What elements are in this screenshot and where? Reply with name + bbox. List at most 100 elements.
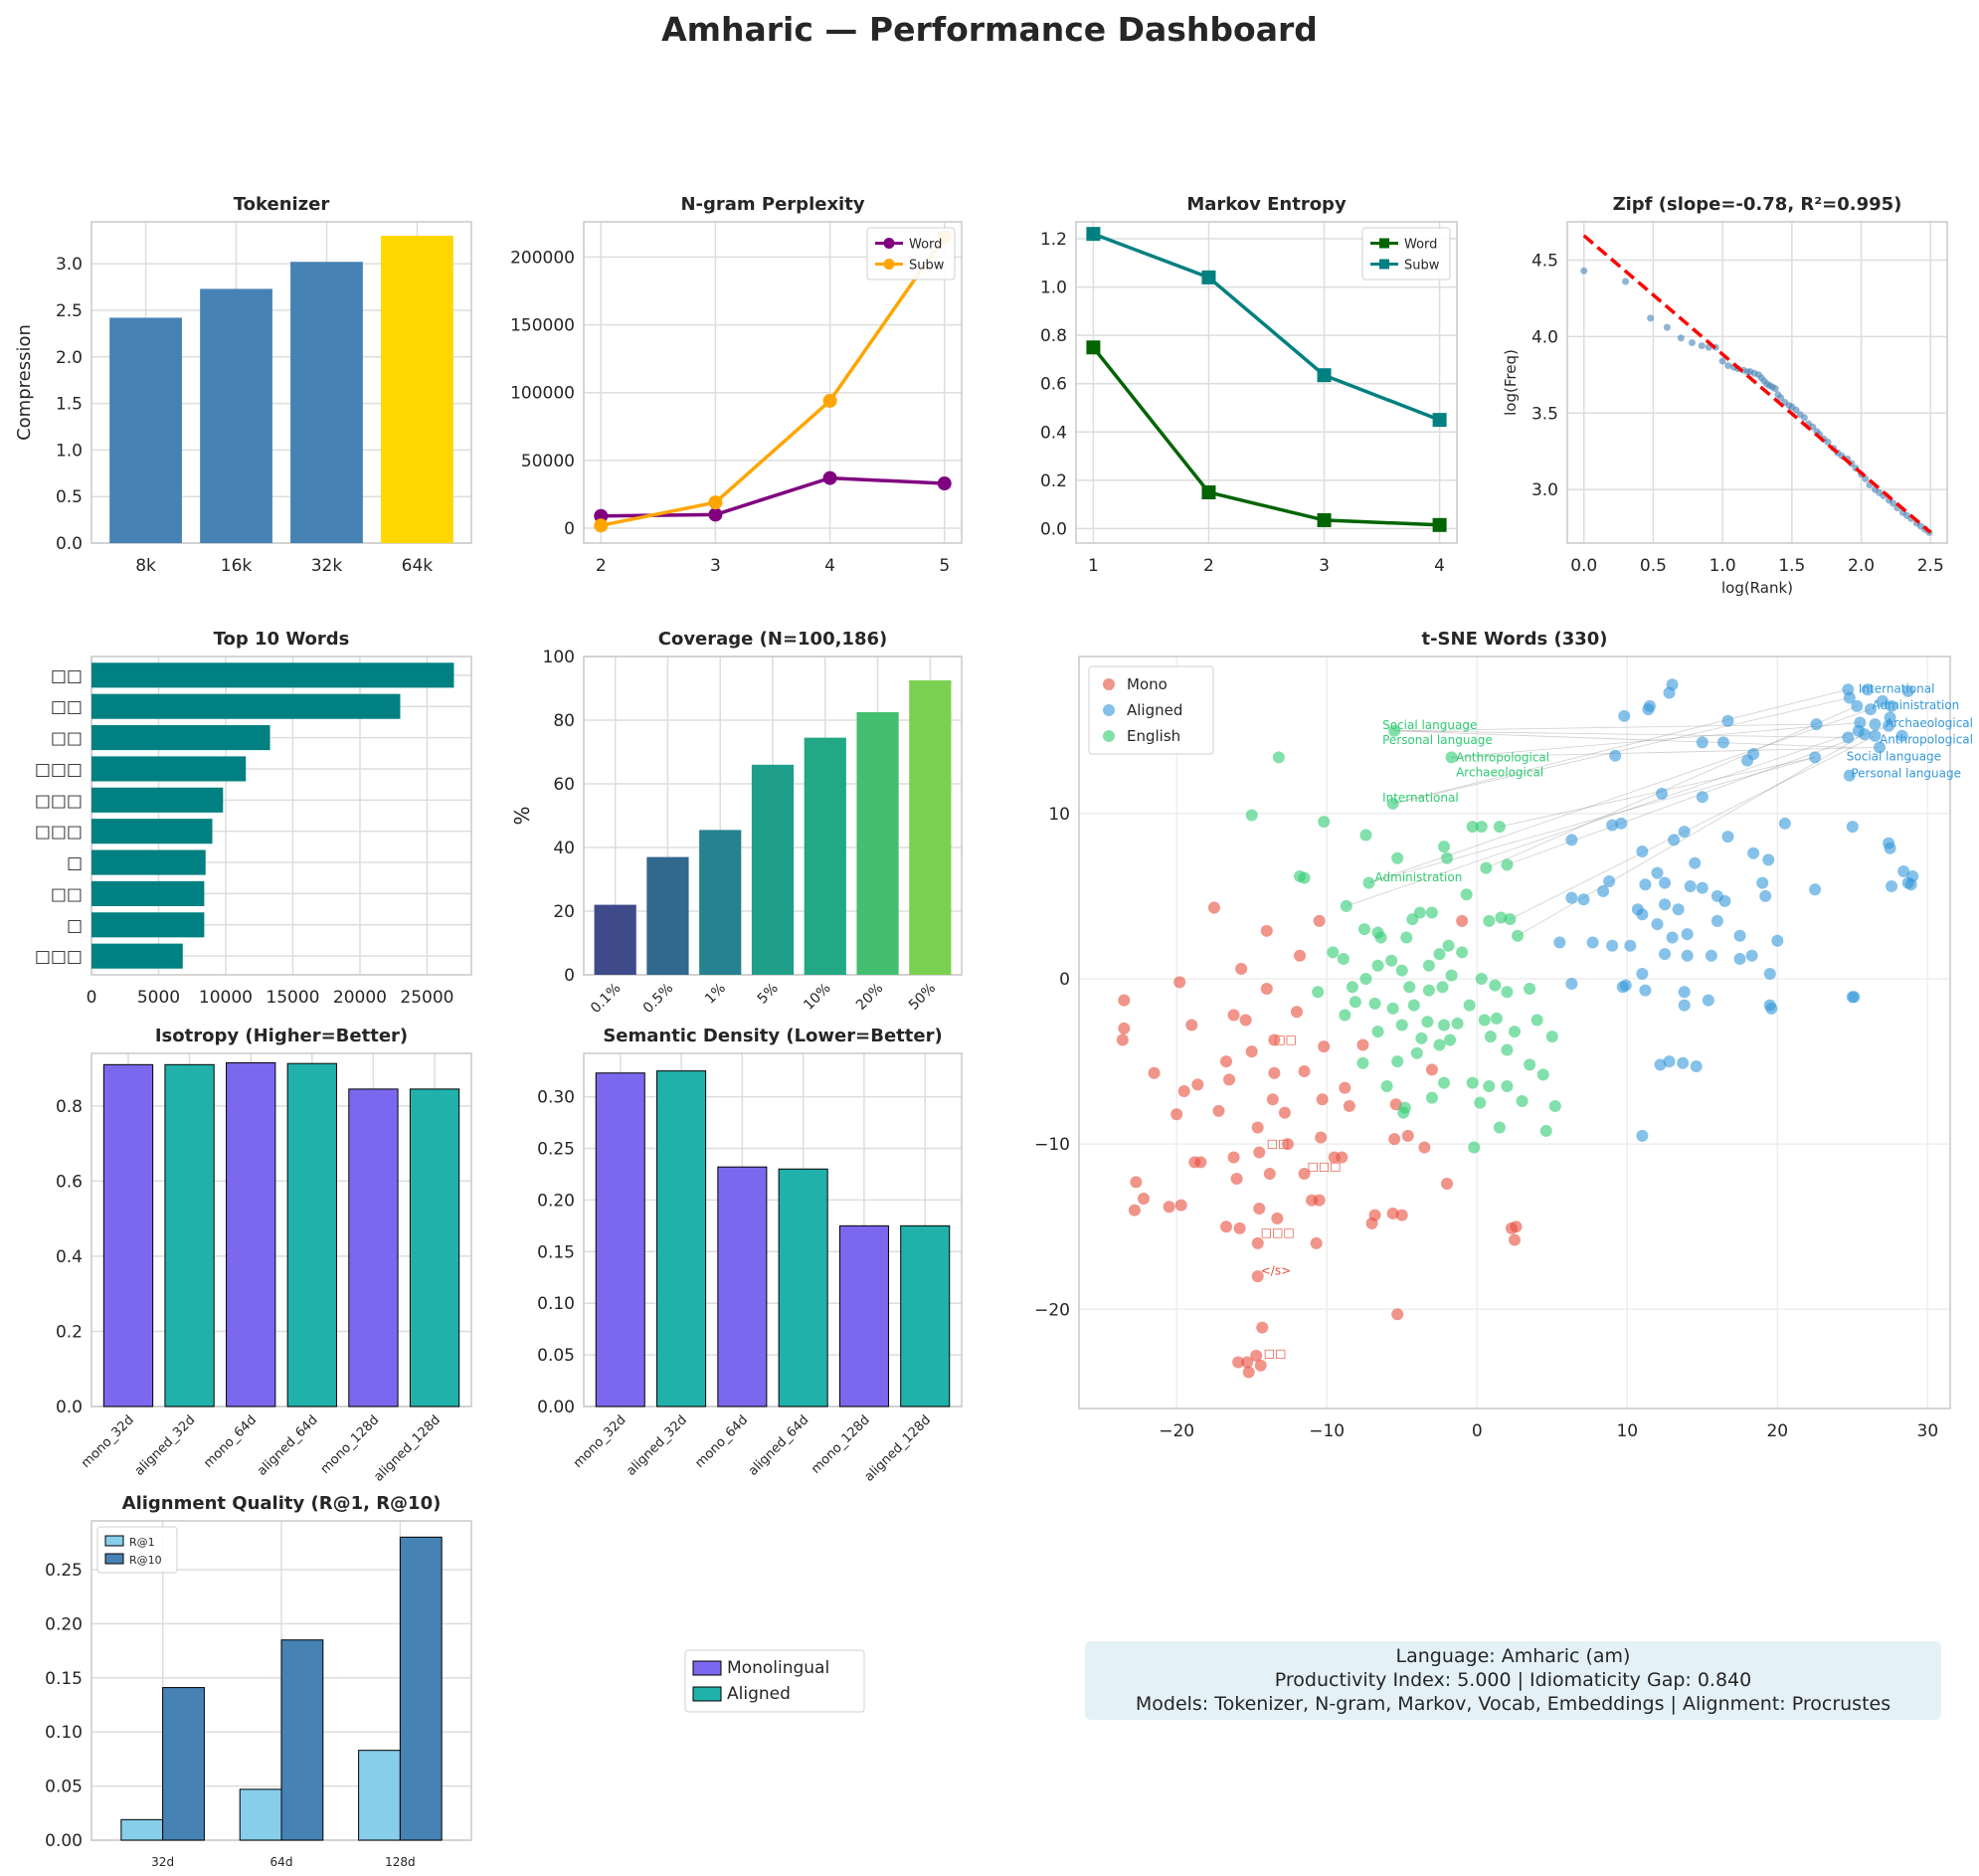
y-tick-label: 80 — [553, 711, 575, 731]
y-tick-label: 50000 — [521, 452, 575, 471]
chart-ngram: 2 3 4 5 0 50000 100000 150000 200000 N-gram Perpl… — [510, 194, 963, 576]
data-point — [1445, 969, 1458, 982]
data-point — [1445, 751, 1458, 764]
x-tick-label: mono_32d — [79, 1412, 137, 1471]
y-tick-label: −20 — [1034, 1300, 1070, 1320]
bar-32k — [290, 262, 363, 543]
data-point — [1874, 741, 1887, 754]
data-point — [1493, 821, 1506, 834]
data-point — [1681, 928, 1694, 941]
x-tick-label: 10 — [1616, 1421, 1638, 1441]
y-tick-label: 10 — [1048, 805, 1070, 825]
data-point — [1696, 881, 1709, 894]
data-point — [1741, 754, 1754, 767]
data-point — [1357, 923, 1370, 936]
data-point — [1359, 829, 1372, 842]
series-line — [1092, 232, 1441, 422]
data-point — [1536, 1068, 1549, 1081]
bar-word-7 — [91, 849, 206, 875]
data-point — [1254, 1359, 1267, 1372]
data-point — [1356, 1056, 1369, 1069]
point-label: □□ — [1264, 1346, 1287, 1360]
legend-label: Mono — [1127, 675, 1168, 693]
data-point — [1374, 931, 1387, 944]
data-point — [1371, 1026, 1384, 1038]
legend-item-subw: Subw — [1370, 259, 1440, 274]
data-point — [1317, 368, 1332, 383]
data-point — [1618, 709, 1631, 722]
data-point — [1298, 1168, 1311, 1181]
legend-label: English — [1127, 727, 1180, 745]
data-point — [1597, 884, 1610, 897]
data-point — [1474, 1096, 1487, 1109]
data-point — [1483, 1080, 1496, 1092]
data-point — [1524, 982, 1536, 995]
point-label: □□ — [1267, 1136, 1290, 1150]
data-point — [1318, 1040, 1331, 1053]
point-label: International — [1382, 791, 1459, 805]
data-point — [1359, 973, 1372, 985]
chart-title: Top 10 Words — [214, 629, 350, 650]
y-tick-label: □□ — [51, 666, 83, 686]
axes-frame — [583, 1052, 963, 1407]
chart-title: Zipf (slope=-0.78, R²=0.995) — [1613, 194, 1902, 215]
x-tick-label: 2 — [596, 556, 607, 576]
legend-item-word: Word — [1370, 238, 1437, 253]
x-tick-label: 0 — [1472, 1421, 1483, 1441]
point-label: Personal language — [1382, 733, 1493, 747]
point-label: Archaeological — [1456, 766, 1543, 780]
data-point — [1388, 724, 1401, 737]
axes-frame — [1078, 656, 1951, 1409]
data-point — [1721, 831, 1734, 844]
data-point — [1512, 929, 1525, 942]
point-label: Social language — [1847, 749, 1941, 763]
y-tick-label: 2.5 — [56, 301, 83, 321]
y-tick-label: 0.8 — [1040, 326, 1067, 346]
data-point — [1475, 821, 1488, 834]
data-point — [1118, 1022, 1131, 1034]
data-point — [1843, 691, 1856, 704]
legend-label: Monolingual — [727, 1658, 829, 1678]
data-point — [1232, 1356, 1245, 1369]
data-point — [1678, 999, 1691, 1012]
legend: Word Subw — [866, 227, 956, 281]
y-tick-label: 0.6 — [56, 1172, 83, 1192]
x-tick-label: 8k — [135, 556, 156, 576]
data-point — [1395, 1019, 1408, 1032]
x-tick-label: 25000 — [400, 988, 453, 1008]
data-point — [1395, 964, 1408, 977]
data-point — [1245, 1045, 1258, 1058]
data-point — [1480, 861, 1493, 874]
data-point — [1438, 841, 1451, 853]
y-tick-label: 0.6 — [1040, 375, 1067, 395]
data-point — [1530, 1014, 1543, 1027]
data-point — [1291, 1006, 1303, 1019]
chart-markov: 1 2 3 4 0.0 0.2 0.4 0.6 0.8 1.0 1.2 Markov Entropy W… — [1040, 194, 1458, 576]
link-line — [1510, 735, 1876, 920]
legend-label: Subw — [909, 259, 945, 274]
y-tick-label: 0.20 — [537, 1191, 575, 1211]
legend-frame — [1088, 665, 1214, 755]
series-subw — [594, 229, 952, 533]
bar-64k — [381, 236, 453, 544]
point-label: Administration — [1375, 870, 1463, 884]
data-point — [1668, 834, 1681, 846]
y-tick-label: 4.0 — [1531, 327, 1558, 347]
y-tick-label: 1.2 — [1040, 230, 1067, 250]
bar-R@10-64d — [280, 1639, 324, 1841]
data-point — [1251, 1236, 1264, 1249]
data-point — [1678, 986, 1691, 999]
bar-R@10-128d — [399, 1536, 443, 1841]
x-tick-label: 20% — [853, 981, 886, 1014]
data-point — [1223, 1073, 1236, 1086]
data-point — [1116, 1033, 1129, 1046]
data-point — [1861, 683, 1874, 696]
data-point — [1425, 1063, 1438, 1076]
data-point — [1386, 1207, 1399, 1219]
data-point — [1173, 976, 1186, 989]
axes-frame — [583, 221, 963, 544]
info-models: Models: Tokenizer, N-gram, Markov, Vocab… — [1135, 1693, 1891, 1715]
data-point — [1251, 1270, 1264, 1283]
